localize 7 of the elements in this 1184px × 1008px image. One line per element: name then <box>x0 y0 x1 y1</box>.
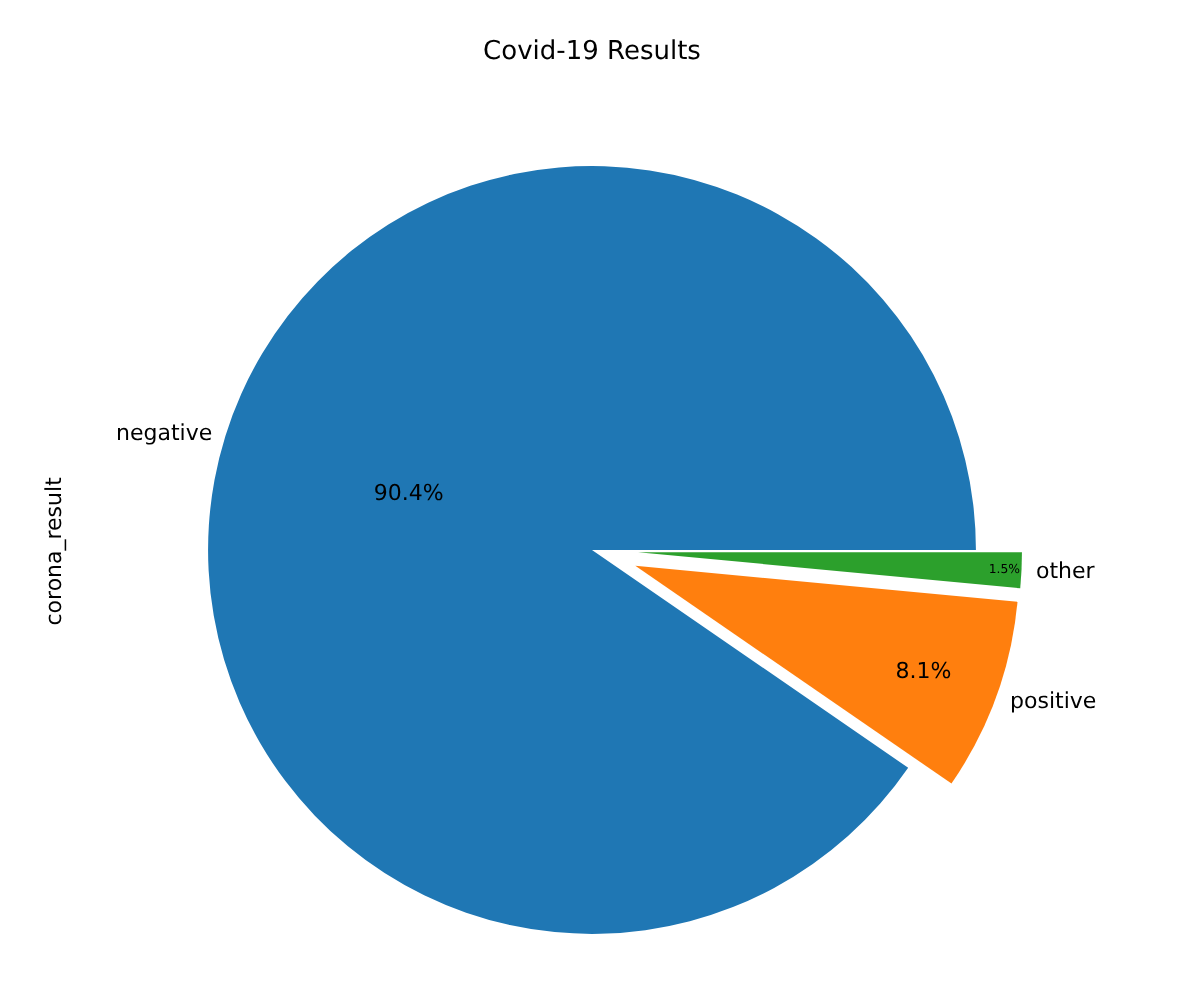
slice-label: other <box>1036 558 1096 584</box>
data-label: 90.4% <box>373 479 444 506</box>
data-label: 8.1% <box>895 657 952 684</box>
slice-label: negative <box>116 420 213 446</box>
slice-label: positive <box>1010 688 1097 714</box>
text: corona_result <box>41 475 68 626</box>
chart-title: Covid-19 Results <box>483 36 702 67</box>
